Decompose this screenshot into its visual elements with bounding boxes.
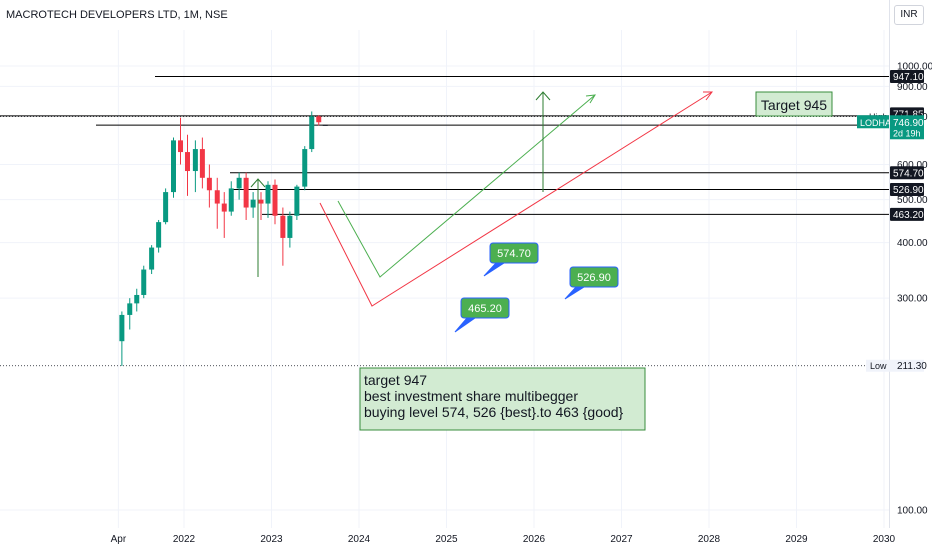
green-projection-path	[337, 94, 596, 278]
level-price-tag-label: 947.10	[893, 72, 924, 83]
note-box[interactable]	[359, 367, 646, 431]
candle-body	[280, 215, 286, 238]
price-tick-label: 1000.00	[897, 62, 932, 73]
level-price-tag-label: 526.90	[893, 185, 924, 196]
level-price-tag	[890, 166, 924, 180]
candle-body	[243, 177, 249, 208]
callout-text: 574.70	[497, 248, 531, 260]
time-tick-label: 2024	[348, 534, 371, 545]
candle-body	[214, 190, 220, 204]
level-price-tag	[890, 69, 924, 83]
vertical-arrow-left-head	[250, 178, 266, 188]
last-price-tag	[890, 115, 924, 140]
note-line: best investment share multibegger	[364, 388, 578, 404]
price-tick-label: 600.00	[897, 160, 928, 171]
price-tick-label: 400.00	[897, 238, 928, 249]
time-tick-label: 2030	[873, 534, 896, 545]
level-price-tag	[890, 183, 924, 197]
grid-layer	[0, 30, 890, 528]
time-tick-label: 2025	[435, 534, 458, 545]
symbol-tag	[857, 115, 889, 129]
time-tick-label: 2029	[785, 534, 808, 545]
drawings-layer	[250, 91, 713, 307]
callout-box[interactable]	[569, 266, 619, 288]
candle-body	[156, 222, 162, 248]
candle-body	[199, 149, 205, 178]
candle-body	[127, 303, 133, 315]
vertical-arrow-right-head	[535, 91, 551, 101]
target-box[interactable]	[755, 91, 833, 117]
callout-text: 465.20	[468, 303, 502, 315]
candle-body	[119, 314, 125, 342]
candles-layer	[119, 111, 328, 367]
low-label: Low	[870, 361, 887, 371]
level-price-tag-label: 463.20	[893, 210, 924, 221]
callout-box[interactable]	[489, 242, 539, 264]
candle-body	[302, 149, 308, 187]
red-path-arrowhead	[703, 91, 713, 101]
level-price-tag-label: 574.70	[893, 168, 924, 179]
price-tick-label: 100.00	[897, 506, 928, 517]
callout-pointer	[483, 262, 506, 277]
callout-pointer	[454, 317, 477, 333]
red-projection-path	[319, 91, 713, 307]
candle-body	[309, 116, 315, 150]
horizontal-levels-layer	[0, 75, 890, 367]
time-tick-label: 2028	[698, 534, 721, 545]
level-price-tag	[890, 207, 924, 221]
candle-body	[287, 215, 293, 238]
candle-body	[149, 247, 155, 270]
time-tick-label: 2023	[260, 534, 283, 545]
chart-title: MACROTECH DEVELOPERS LTD, 1M, NSE	[6, 9, 228, 21]
candle-body	[250, 199, 256, 208]
price-tick-label: 300.00	[897, 294, 928, 305]
candle-body	[185, 152, 190, 172]
candle-body	[141, 269, 147, 295]
time-axis: Apr 2022 2023 2024 2025 2026 2027 2028 2029 2030	[111, 534, 896, 545]
callout-text: 526.90	[577, 272, 611, 284]
candle-body	[163, 192, 169, 223]
candle-body	[228, 188, 234, 212]
time-tick-label: 2026	[523, 534, 546, 545]
note-line: buying level 574, 526 {best}.to 463 {goo…	[364, 404, 624, 420]
candle-body	[265, 184, 271, 204]
callout-box[interactable]	[460, 297, 510, 319]
currency-button[interactable]: INR	[894, 5, 924, 25]
level-price-tag-label: 771.85	[893, 109, 924, 120]
low-tag-bg	[866, 359, 924, 372]
candle-body	[316, 116, 322, 123]
candle-body	[294, 186, 300, 216]
candle-body	[236, 177, 242, 189]
callout-pointer	[564, 286, 586, 300]
low-value: 211.30	[897, 361, 927, 372]
last-price-countdown: 2d 19h	[893, 128, 921, 138]
candle-body	[221, 203, 227, 212]
candle-body	[206, 177, 212, 191]
candle-body	[192, 149, 198, 172]
target-box-text: Target 945	[761, 97, 827, 113]
price-tick-label: 500.00	[897, 195, 928, 206]
time-tick-label: 2027	[610, 534, 633, 545]
green-path-arrowhead	[585, 94, 596, 104]
candle-body	[134, 294, 140, 304]
note-line: target 947	[364, 372, 427, 388]
time-tick-label: 2022	[173, 534, 196, 545]
candle-body	[258, 199, 264, 204]
last-price-value: 746.90	[893, 118, 924, 129]
symbol-tag-label: LODHA	[860, 118, 891, 128]
time-tick-label: Apr	[111, 534, 127, 545]
annotations-layer: 574.70 526.90 465.20 Target 945 target 947be…	[359, 91, 833, 431]
price-axis: 1000.00 900.00 600.00 500.00 400.00 300.00 100…	[857, 0, 932, 528]
candle-body	[178, 140, 183, 153]
price-tick-label: 900.00	[897, 82, 928, 93]
candle-body	[272, 184, 278, 216]
candle-body	[171, 140, 176, 193]
